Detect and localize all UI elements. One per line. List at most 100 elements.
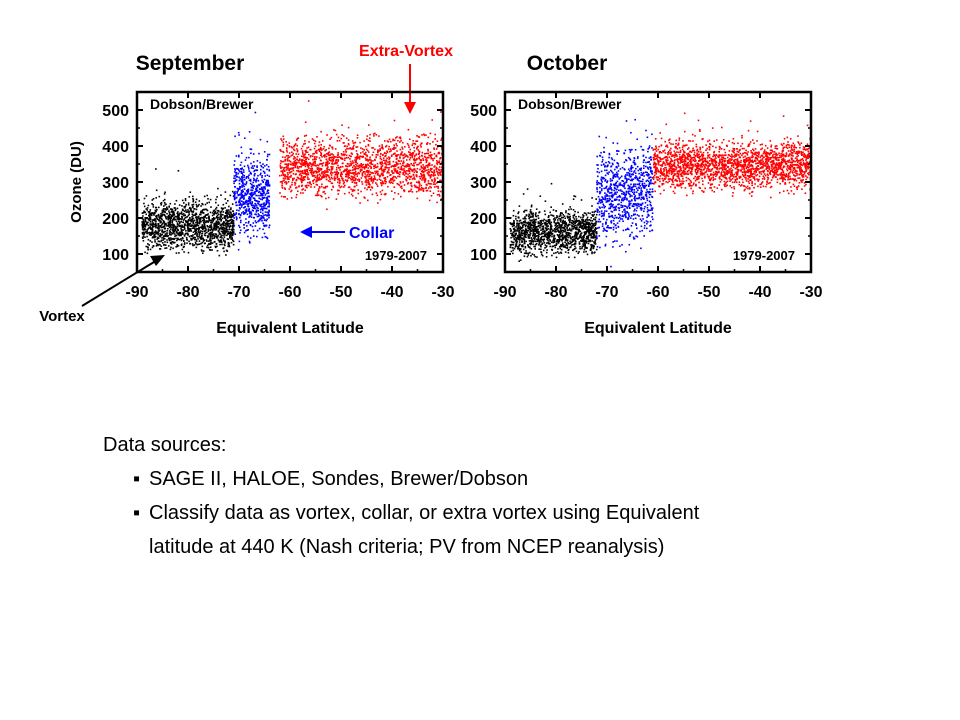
point-extra-vortex [438,161,441,164]
point-extra-vortex [353,189,356,192]
point-extra-vortex [388,138,391,141]
point-vortex [142,226,145,229]
point-vortex [231,234,234,237]
point-extra-vortex [409,151,411,154]
point-vortex [569,229,572,231]
point-vortex [191,227,194,229]
point-extra-vortex [301,181,303,184]
point-vortex [152,222,155,225]
point-extra-vortex [384,168,387,171]
point-extra-vortex [433,169,435,171]
point-collar [252,167,255,169]
point-collar [240,219,242,222]
point-vortex [577,224,580,226]
point-vortex [145,223,148,226]
point-vortex [204,203,207,206]
point-vortex [581,238,583,240]
point-extra-vortex [369,173,372,176]
point-collar [240,180,243,183]
point-extra-vortex [346,168,348,171]
point-extra-vortex [325,149,327,151]
point-vortex [150,232,153,234]
point-collar [248,208,251,210]
point-vortex [533,224,536,226]
point-extra-vortex [438,151,441,154]
point-vortex [224,232,227,234]
point-vortex [518,237,521,239]
point-extra-vortex [418,188,420,191]
point-vortex [558,215,561,217]
point-vortex [564,220,566,223]
point-extra-vortex [427,182,430,185]
point-extra-vortex [383,168,385,171]
point-vortex [218,218,221,221]
point-extra-vortex [421,155,423,157]
point-collar [256,229,259,232]
point-vortex [580,233,582,235]
point-extra-vortex [331,146,334,148]
point-collar [263,224,265,227]
point-extra-vortex [361,148,364,150]
point-extra-vortex [408,170,410,172]
point-collar [250,204,253,207]
point-collar [259,138,262,141]
point-vortex [169,233,171,236]
point-vortex [583,234,586,237]
point-extra-vortex [355,150,358,152]
point-extra-vortex [405,172,407,174]
point-vortex [188,213,190,216]
point-collar [248,197,250,200]
point-vortex [588,239,590,241]
point-vortex [566,226,568,229]
point-extra-vortex [356,175,359,177]
point-vortex [522,248,525,251]
point-extra-vortex [298,161,300,164]
point-vortex [224,234,226,236]
point-collar [266,190,269,193]
point-vortex [561,229,564,232]
point-extra-vortex [361,173,364,176]
point-extra-vortex [334,161,337,164]
point-extra-vortex [281,180,283,183]
point-vortex [228,216,231,218]
point-vortex [200,249,203,251]
point-vortex [569,246,571,249]
point-vortex [199,211,202,214]
point-collar [252,222,255,224]
point-vortex [169,208,172,210]
point-extra-vortex [368,151,370,153]
y-tick-label: 500 [102,103,129,120]
point-vortex [530,205,533,208]
point-vortex [567,225,569,227]
point-extra-vortex [374,166,377,169]
point-vortex [576,226,578,228]
point-collar [259,208,262,211]
point-extra-vortex [290,189,293,192]
point-extra-vortex [345,173,347,176]
point-extra-vortex [334,179,336,181]
point-extra-vortex [428,183,431,185]
point-collar [242,190,244,193]
point-vortex [158,226,160,228]
point-vortex [156,209,158,211]
point-vortex [152,236,154,238]
point-extra-vortex [350,152,353,154]
point-extra-vortex [306,162,309,165]
point-vortex [207,229,210,231]
point-vortex [218,228,221,231]
point-vortex [532,212,534,215]
point-extra-vortex [367,160,369,162]
point-vortex [202,240,205,243]
point-vortex [162,239,165,241]
point-extra-vortex [425,186,427,189]
point-vortex [151,246,154,249]
point-extra-vortex [392,177,394,179]
point-vortex [196,206,198,208]
point-collar [257,209,259,212]
point-vortex [528,216,531,219]
point-vortex [192,195,194,198]
point-extra-vortex [314,175,316,177]
point-collar [249,202,251,205]
point-vortex [552,238,555,241]
point-extra-vortex [283,167,285,169]
